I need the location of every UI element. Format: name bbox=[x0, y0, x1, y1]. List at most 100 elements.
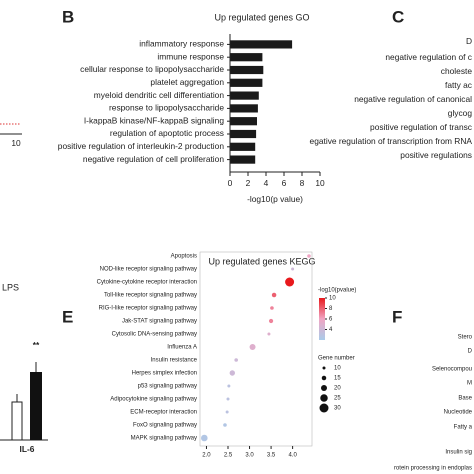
size-legend-label: 25 bbox=[334, 396, 341, 402]
cut-label: Nucleotide bbox=[444, 410, 473, 416]
point bbox=[226, 397, 230, 401]
y-tick-label: ECM-receptor interaction bbox=[130, 410, 197, 416]
point bbox=[234, 358, 238, 362]
size-legend-label: 15 bbox=[334, 376, 341, 382]
bar bbox=[230, 117, 257, 126]
cut-label: choleste bbox=[441, 66, 473, 76]
y-tick-label: cellular response to lipopolysaccharide bbox=[80, 64, 224, 74]
bar bbox=[230, 129, 257, 139]
cut-label: D bbox=[468, 349, 473, 355]
bar bbox=[230, 142, 256, 151]
point bbox=[270, 306, 274, 310]
x-axis-title: -log10(p value) bbox=[247, 194, 303, 204]
significance: ** bbox=[33, 340, 40, 350]
point bbox=[267, 332, 271, 336]
y-tick-label: response to lipopolysaccharide bbox=[109, 103, 224, 113]
panel-d-title: LPS bbox=[2, 282, 19, 292]
cut-label: Base bbox=[458, 396, 472, 402]
y-tick-label: inflammatory response bbox=[139, 39, 224, 49]
x-tick-label: 2.0 bbox=[202, 453, 211, 459]
y-tick-label: negative regulation of cell proliferatio… bbox=[83, 154, 224, 164]
cut-label: negative regulation of c bbox=[385, 52, 472, 62]
y-tick-label: p53 signaling pathway bbox=[138, 384, 197, 390]
y-tick-label: platelet aggregation bbox=[150, 77, 224, 87]
x-tick-label: 3.0 bbox=[245, 453, 254, 459]
panel-f-labels: Stero D Selenocompou M Base Nucleotide Fatty a… bbox=[394, 335, 473, 472]
y-tick-label: Herpes simplex infection bbox=[132, 371, 197, 377]
point bbox=[229, 370, 236, 376]
y-tick-label: Apoptosis bbox=[171, 254, 197, 260]
point bbox=[223, 423, 227, 427]
panel-letter: E bbox=[62, 307, 73, 326]
cut-label: Insulin sig bbox=[445, 450, 472, 456]
y-tick-label: Adipocytokine signaling pathway bbox=[110, 397, 197, 403]
panel-letter: B bbox=[62, 7, 74, 26]
size-legend-label: 30 bbox=[334, 406, 341, 412]
colorbar-tick-label: 8 bbox=[329, 306, 333, 312]
bar-shape bbox=[11, 401, 23, 441]
point bbox=[291, 267, 295, 271]
colorbar-tick-label: 10 bbox=[329, 296, 336, 302]
y-tick-label: I-kappaB kinase/NF-kappaB signaling bbox=[84, 115, 224, 125]
cut-label: M bbox=[467, 381, 472, 387]
panel-letter: F bbox=[392, 307, 402, 326]
bar bbox=[230, 40, 293, 49]
size-legend-label: 20 bbox=[334, 386, 341, 392]
plot-frame bbox=[199, 251, 313, 447]
y-tick-label: FoxO signaling pathway bbox=[133, 423, 197, 429]
x-tick-label: 4.0 bbox=[288, 453, 297, 459]
y-tick-label: Insulin resistance bbox=[151, 358, 198, 364]
size-legend-point bbox=[321, 385, 327, 391]
colorbar-tick-label: 6 bbox=[329, 317, 333, 323]
tick-label: 10 bbox=[11, 138, 21, 148]
x-tick-label: 3.5 bbox=[267, 453, 276, 459]
size-legend-label: 10 bbox=[334, 366, 341, 372]
x-tick-label: 8 bbox=[300, 178, 305, 188]
x-tick-label: 0 bbox=[228, 178, 233, 188]
chart-title: Up regulated genes KEGG bbox=[208, 256, 315, 266]
y-tick-label: regulation of apoptotic process bbox=[110, 128, 224, 138]
x-tick-label: 10 bbox=[315, 178, 325, 188]
x-tick-label: 2 bbox=[246, 178, 251, 188]
cut-label: D bbox=[466, 36, 472, 46]
cut-label: positive regulation of transc bbox=[370, 122, 472, 132]
size-legend-title: Gene number bbox=[318, 356, 355, 362]
point bbox=[271, 292, 277, 298]
colorbar bbox=[319, 298, 325, 340]
cut-label: egative regulation of transcription from… bbox=[310, 136, 473, 146]
y-tick-label: Influenza A bbox=[167, 345, 197, 351]
size-legend-point bbox=[319, 403, 329, 413]
category-label: IL-6 bbox=[20, 444, 35, 454]
point bbox=[201, 434, 208, 442]
bar bbox=[230, 78, 263, 87]
bar-shape bbox=[30, 372, 42, 440]
y-tick-label: NOD-like receptor signaling pathway bbox=[100, 267, 197, 273]
colorbar-tick-label: 4 bbox=[329, 327, 333, 333]
y-tick-label: RIG-I-like receptor signaling pathway bbox=[99, 306, 197, 312]
size-legend-point bbox=[321, 375, 327, 381]
bar bbox=[230, 53, 263, 62]
cut-label: positive regulations bbox=[400, 150, 472, 160]
y-tick-label: MAPK signaling pathway bbox=[131, 436, 197, 442]
point bbox=[249, 344, 256, 350]
y-tick-label: myeloid dendritic cell differentiation bbox=[94, 90, 225, 100]
size-legend-point bbox=[322, 366, 326, 370]
x-tick-label: 6 bbox=[282, 178, 287, 188]
cut-label: Selenocompou bbox=[432, 367, 472, 373]
bar bbox=[230, 91, 259, 100]
point bbox=[307, 254, 311, 258]
bar bbox=[230, 65, 264, 75]
size-legend-point bbox=[320, 394, 328, 402]
x-tick-label: 4 bbox=[264, 178, 269, 188]
cut-label: Stero bbox=[458, 335, 473, 341]
bar bbox=[230, 104, 258, 113]
cut-label: rotein processing in endoplas bbox=[394, 466, 472, 472]
point bbox=[268, 318, 274, 324]
point bbox=[225, 410, 229, 414]
y-tick-label: Cytosolic DNA-sensing pathway bbox=[112, 332, 197, 338]
point bbox=[285, 277, 295, 287]
y-tick-label: Toll-like receptor signaling pathway bbox=[104, 293, 197, 299]
cut-label: Fatty a bbox=[454, 425, 473, 431]
